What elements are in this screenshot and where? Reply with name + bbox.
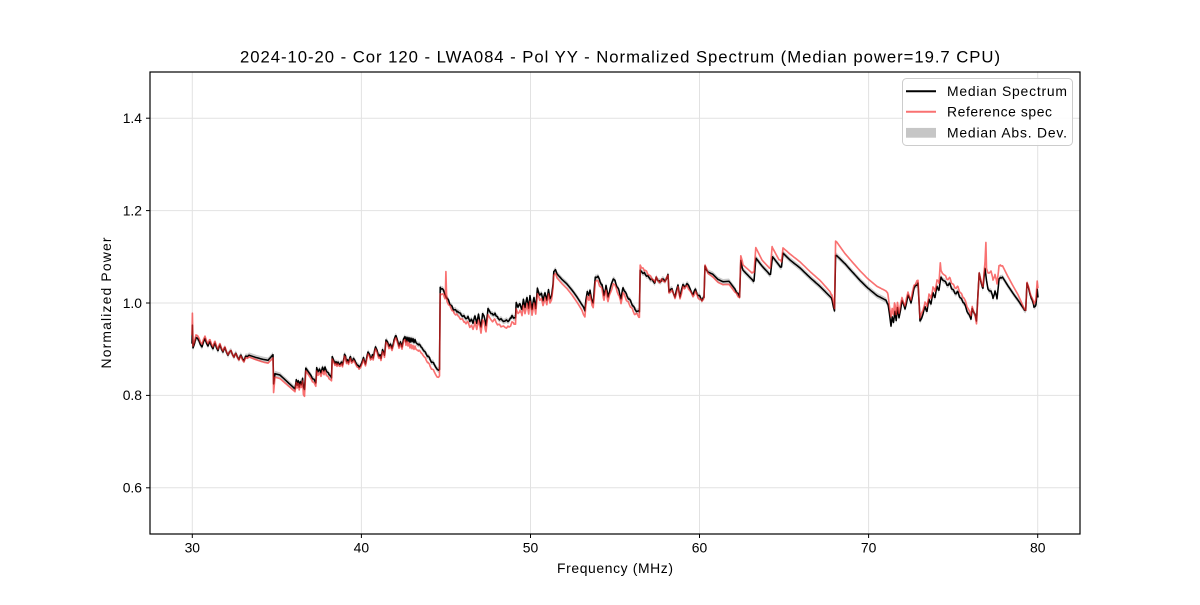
svg-text:Frequency (MHz): Frequency (MHz) xyxy=(557,560,673,576)
svg-text:1.2: 1.2 xyxy=(123,202,143,218)
svg-text:0.6: 0.6 xyxy=(123,480,143,496)
svg-text:Normalized Power: Normalized Power xyxy=(98,237,114,368)
svg-text:2024-10-20 - Cor 120 - LWA084: 2024-10-20 - Cor 120 - LWA084 - Pol YY -… xyxy=(240,48,1000,67)
svg-text:60: 60 xyxy=(692,540,708,556)
svg-text:30: 30 xyxy=(185,540,201,556)
svg-text:1.4: 1.4 xyxy=(123,110,143,126)
svg-text:0.8: 0.8 xyxy=(123,387,143,403)
svg-text:70: 70 xyxy=(861,540,877,556)
svg-text:80: 80 xyxy=(1030,540,1046,556)
svg-text:40: 40 xyxy=(354,540,370,556)
svg-text:Reference spec: Reference spec xyxy=(947,104,1052,120)
svg-text:50: 50 xyxy=(523,540,539,556)
svg-text:1.0: 1.0 xyxy=(123,295,143,311)
svg-text:Median Abs. Dev.: Median Abs. Dev. xyxy=(947,124,1067,140)
svg-text:Median Spectrum: Median Spectrum xyxy=(947,83,1067,99)
